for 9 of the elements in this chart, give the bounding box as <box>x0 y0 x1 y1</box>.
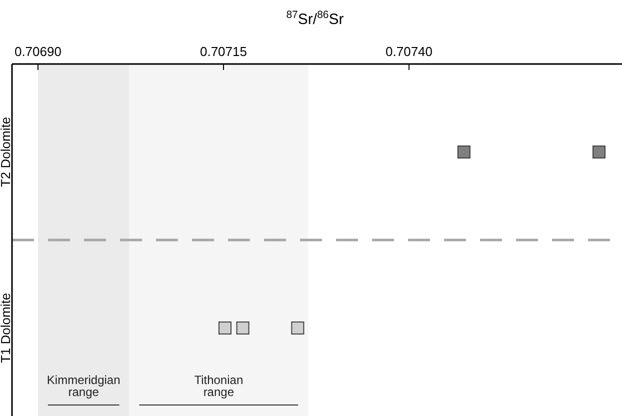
x-tick-label: 0.70690 <box>14 44 62 59</box>
band-label: Tithonian range <box>194 373 244 399</box>
x-tick-label: 0.70740 <box>386 44 433 59</box>
x-axis-title: $^{87}$Sr/$^{86}$Sr <box>286 9 344 28</box>
point <box>291 322 304 334</box>
y-tick-label: T1 Dolomite <box>0 292 13 364</box>
x-tick-label: 0.70715 <box>200 44 247 59</box>
band-label: Kimmeridgian range <box>46 373 120 399</box>
y-tick-label: T2 Dolomite <box>0 116 13 188</box>
